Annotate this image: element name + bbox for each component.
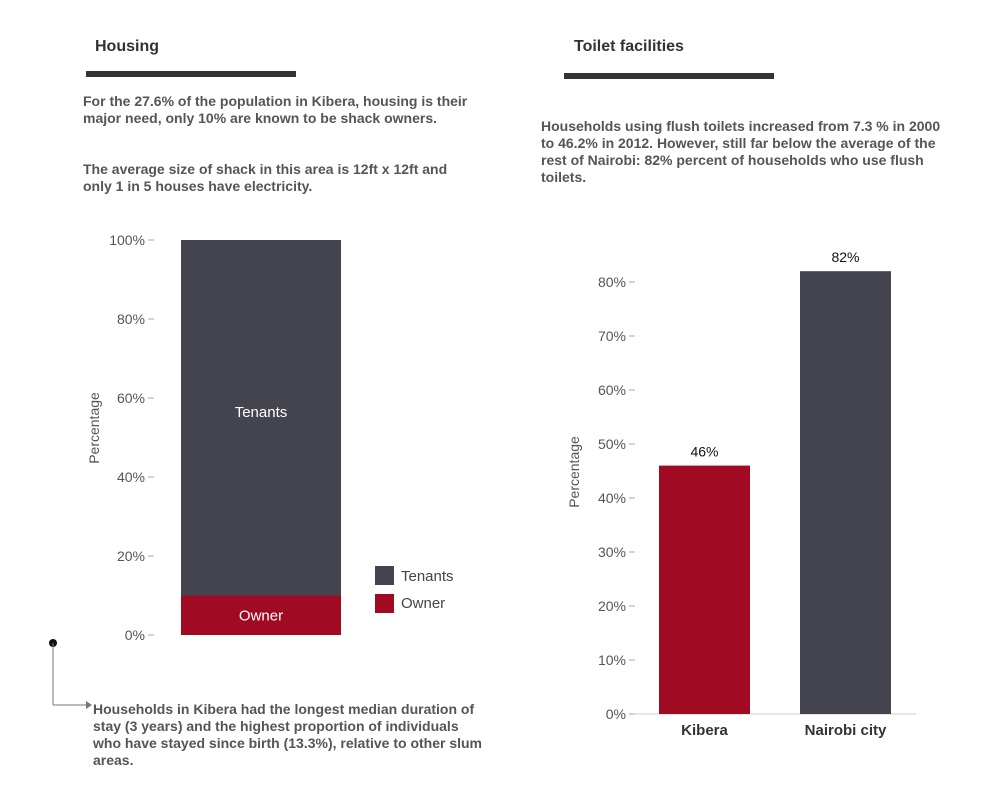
housing-y-tick-label: 60% bbox=[117, 390, 145, 406]
toilet-chart: 0% 10% 20% 30% 40% 50% 60% 70% 80% Percentage 46… bbox=[566, 249, 916, 739]
toilet-heading-rule bbox=[564, 73, 774, 79]
housing-heading: Housing bbox=[95, 38, 159, 55]
housing-y-axis-title: Percentage bbox=[86, 392, 102, 464]
nairobi-city-data-label: 82% bbox=[831, 249, 859, 265]
toilet-y-tick-label: 60% bbox=[598, 382, 626, 398]
legend-tenants-label: Tenants bbox=[401, 568, 454, 585]
housing-y-tick-label: 40% bbox=[117, 469, 145, 485]
legend-owner-label: Owner bbox=[401, 595, 445, 612]
legend-owner-swatch bbox=[375, 594, 394, 613]
toilet-y-tick-label: 50% bbox=[598, 436, 626, 452]
housing-paragraph-1: For the 27.6% of the population in Kiber… bbox=[83, 93, 468, 126]
toilet-y-axis-title: Percentage bbox=[566, 436, 582, 508]
nairobi-city-bar bbox=[800, 271, 891, 714]
kibera-category-label: Kibera bbox=[681, 722, 728, 739]
housing-y-tick-label: 0% bbox=[125, 627, 145, 643]
housing-legend: Tenants Owner bbox=[375, 566, 454, 613]
toilet-y-tick-label: 70% bbox=[598, 328, 626, 344]
toilet-y-tick-label: 40% bbox=[598, 490, 626, 506]
footnote-connector bbox=[49, 639, 92, 709]
housing-y-tick-label: 20% bbox=[117, 548, 145, 564]
legend-tenants-swatch bbox=[375, 566, 394, 585]
toilet-bars: 46% Kibera 82% Nairobi city bbox=[659, 249, 891, 739]
housing-footnote: Households in Kibera had the longest med… bbox=[93, 701, 483, 768]
toilet-y-axis: 0% 10% 20% 30% 40% 50% 60% 70% 80% bbox=[598, 274, 635, 722]
toilet-y-tick-label: 30% bbox=[598, 544, 626, 560]
housing-chart: 0% 20% 40% 60% 80% 100% Percentage Tenants Ow… bbox=[86, 232, 454, 643]
kibera-data-label: 46% bbox=[690, 444, 718, 460]
housing-heading-rule bbox=[86, 71, 296, 77]
kibera-bar bbox=[659, 465, 750, 714]
toilet-y-tick-label: 0% bbox=[606, 706, 626, 722]
toilet-y-tick-label: 20% bbox=[598, 598, 626, 614]
tenants-bar-segment bbox=[181, 240, 341, 596]
toilet-y-tick-label: 80% bbox=[598, 274, 626, 290]
toilet-paragraph: Households using flush toilets increased… bbox=[541, 118, 941, 185]
housing-y-axis: 0% 20% 40% 60% 80% 100% bbox=[109, 232, 154, 643]
arrow-right-icon bbox=[86, 701, 92, 709]
owner-segment-label: Owner bbox=[239, 607, 283, 624]
nairobi-city-category-label: Nairobi city bbox=[805, 722, 887, 739]
owner-bar-segment bbox=[181, 595, 341, 635]
housing-paragraph-2: The average size of shack in this area i… bbox=[83, 161, 448, 194]
tenants-segment-label: Tenants bbox=[235, 404, 288, 421]
housing-y-tick-label: 100% bbox=[109, 232, 145, 248]
toilet-heading: Toilet facilities bbox=[574, 38, 684, 55]
toilet-y-tick-label: 10% bbox=[598, 652, 626, 668]
housing-y-tick-label: 80% bbox=[117, 311, 145, 327]
